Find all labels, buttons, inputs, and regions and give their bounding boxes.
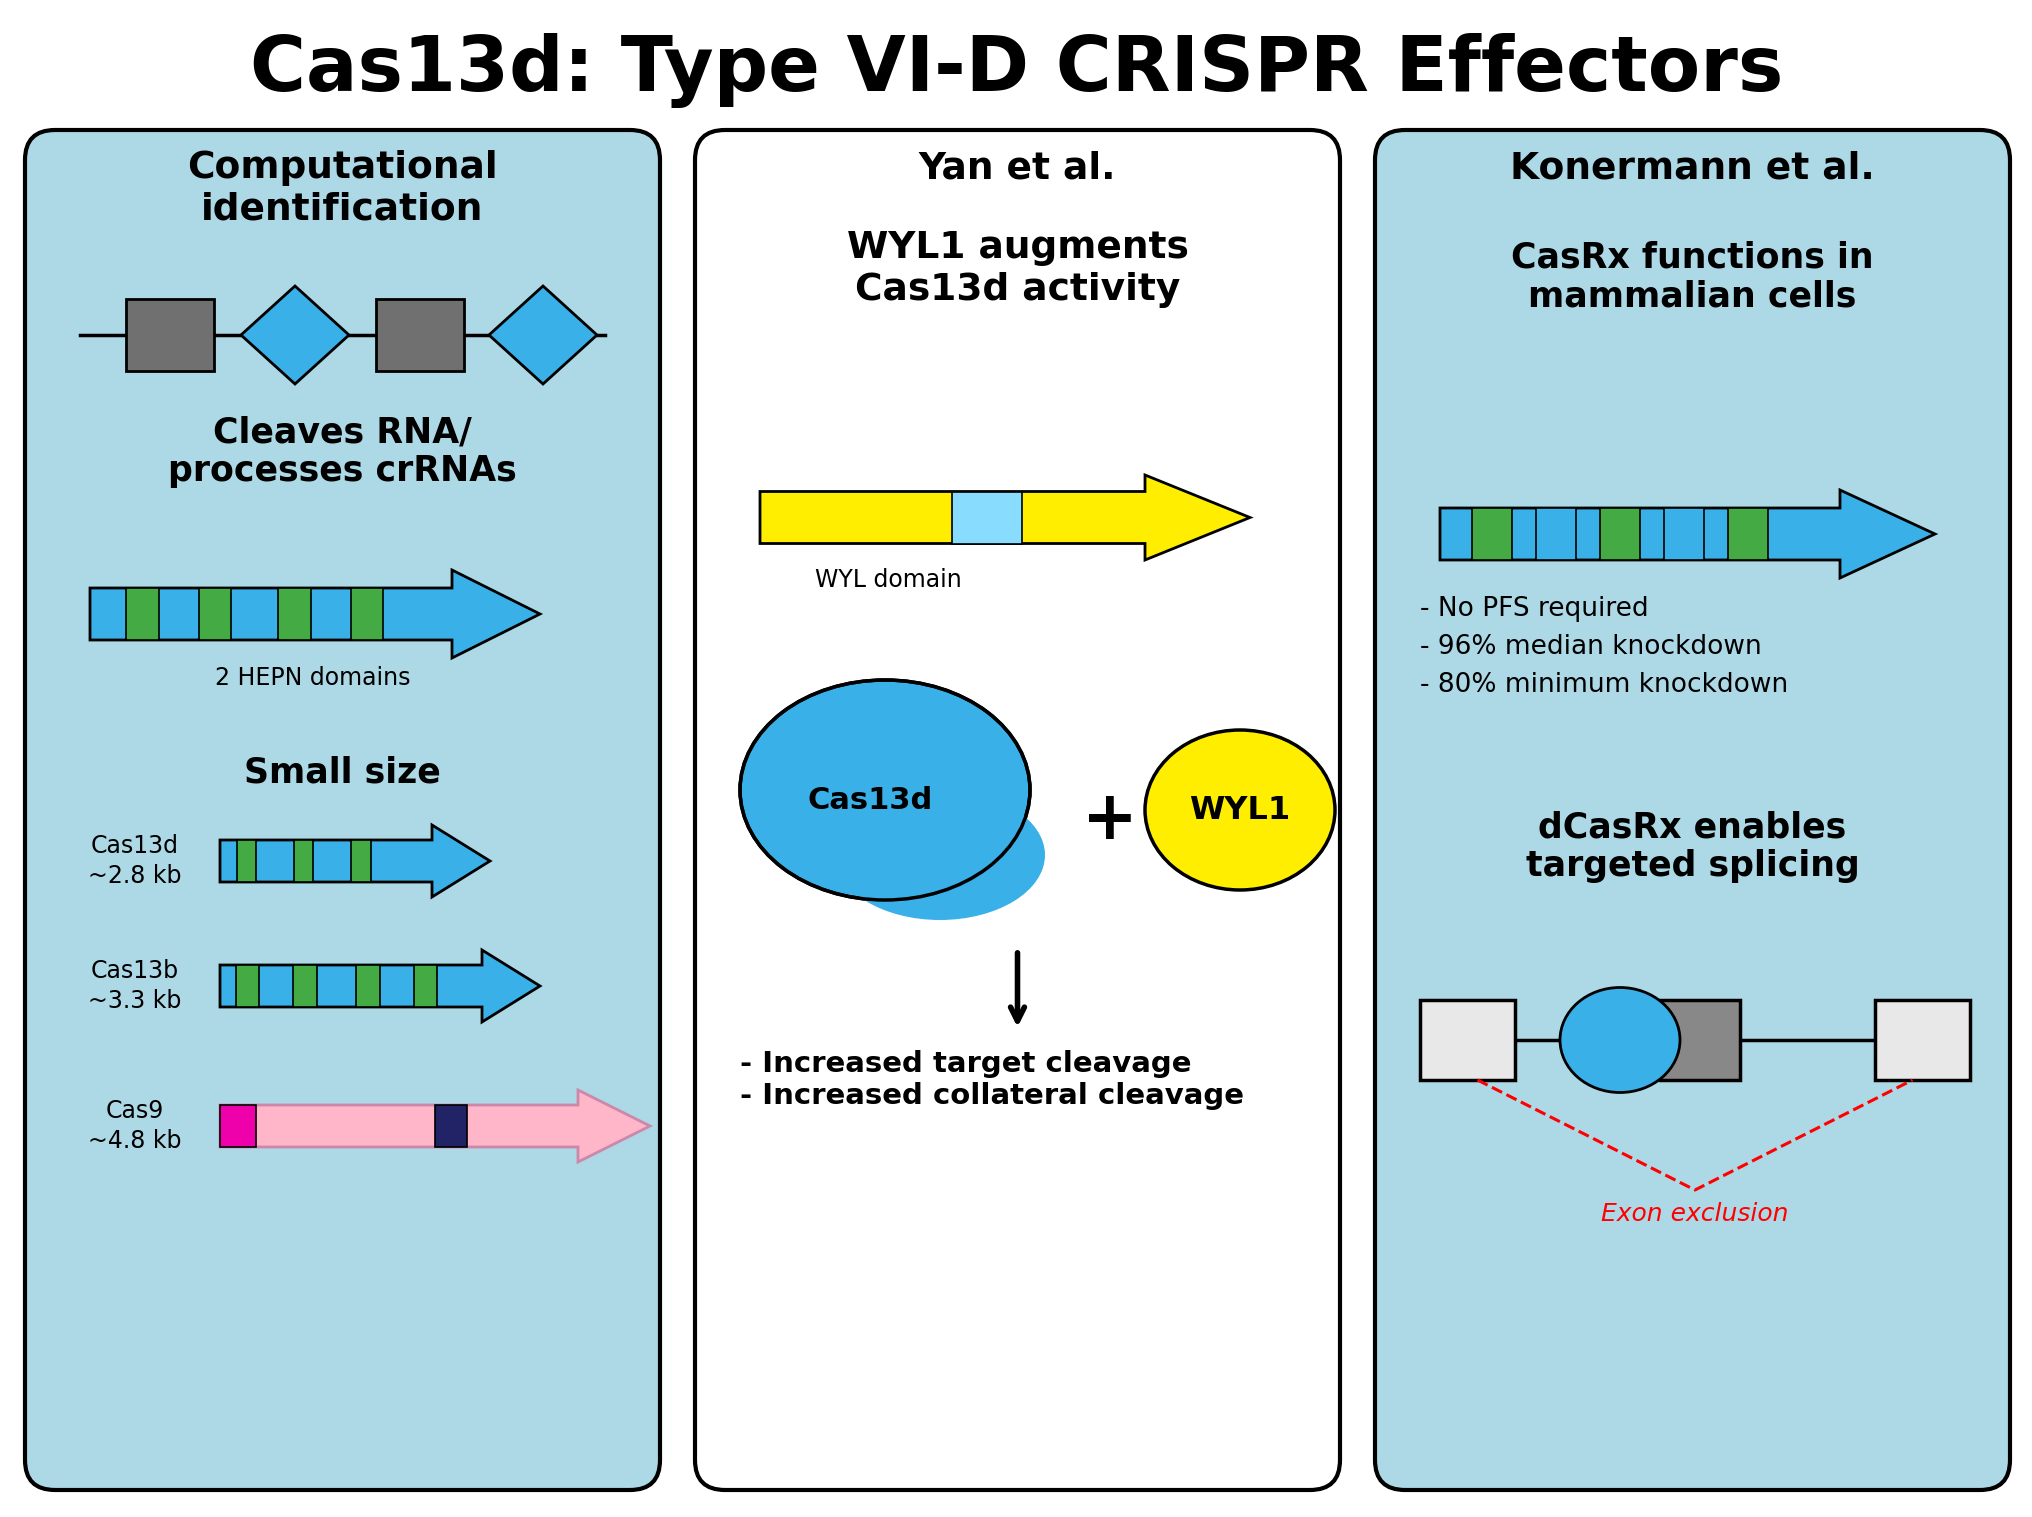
Bar	[126, 589, 158, 640]
Polygon shape	[219, 950, 541, 1022]
Polygon shape	[219, 825, 490, 897]
Ellipse shape	[1144, 730, 1335, 890]
Bar	[278, 589, 311, 640]
Bar	[1536, 508, 1575, 560]
Polygon shape	[1439, 490, 1934, 578]
Bar	[1727, 508, 1768, 560]
Bar	[1660, 1000, 1739, 1080]
Bar	[1662, 508, 1703, 560]
Bar	[293, 965, 317, 1007]
Text: Computational
identification: Computational identification	[187, 150, 498, 228]
Bar	[219, 1104, 256, 1147]
Text: CasRx functions in
mammalian cells: CasRx functions in mammalian cells	[1510, 240, 1874, 314]
Bar	[238, 840, 256, 881]
Text: Konermann et al.: Konermann et al.	[1510, 150, 1874, 187]
Bar	[1471, 508, 1512, 560]
Bar	[1418, 1000, 1514, 1080]
Ellipse shape	[1559, 988, 1678, 1092]
Text: Small size: Small size	[244, 755, 441, 789]
Bar	[295, 840, 313, 881]
Bar	[435, 1104, 467, 1147]
Bar	[415, 965, 437, 1007]
Text: Cas13d: Type VI-D CRISPR Effectors: Cas13d: Type VI-D CRISPR Effectors	[250, 32, 1782, 108]
Text: Cas9
~4.8 kb: Cas9 ~4.8 kb	[87, 1100, 181, 1153]
Ellipse shape	[740, 680, 1030, 900]
Text: Cleaves RNA/
processes crRNAs: Cleaves RNA/ processes crRNAs	[169, 416, 516, 488]
Text: WYL1 augments
Cas13d activity: WYL1 augments Cas13d activity	[845, 231, 1189, 308]
Bar	[953, 492, 1022, 543]
Text: +: +	[1081, 787, 1138, 853]
Bar	[236, 965, 260, 1007]
Text: Cas13b
~3.3 kb: Cas13b ~3.3 kb	[87, 959, 181, 1013]
Bar	[1599, 508, 1640, 560]
Bar	[350, 589, 382, 640]
FancyBboxPatch shape	[1374, 130, 2010, 1490]
Polygon shape	[219, 1091, 650, 1162]
FancyBboxPatch shape	[24, 130, 660, 1490]
Text: WYL domain: WYL domain	[815, 567, 961, 592]
Text: dCasRx enables
targeted splicing: dCasRx enables targeted splicing	[1524, 810, 1859, 883]
Text: Cas13d
~2.8 kb: Cas13d ~2.8 kb	[87, 834, 181, 887]
Polygon shape	[490, 287, 597, 384]
Text: - Increased target cleavage
- Increased collateral cleavage: - Increased target cleavage - Increased …	[740, 1050, 1244, 1110]
Bar	[352, 840, 370, 881]
Polygon shape	[89, 570, 541, 658]
Text: Yan et al.: Yan et al.	[918, 150, 1116, 187]
Ellipse shape	[835, 790, 1044, 919]
Polygon shape	[760, 475, 1250, 560]
Bar	[1874, 1000, 1969, 1080]
Text: Exon exclusion: Exon exclusion	[1601, 1201, 1788, 1226]
Bar	[376, 299, 463, 372]
Text: - No PFS required
- 96% median knockdown
- 80% minimum knockdown: - No PFS required - 96% median knockdown…	[1418, 596, 1788, 698]
Text: 2 HEPN domains: 2 HEPN domains	[215, 666, 410, 690]
Text: Cas13d: Cas13d	[807, 786, 933, 815]
Polygon shape	[242, 287, 350, 384]
Text: WYL1: WYL1	[1189, 795, 1290, 825]
Bar	[199, 589, 232, 640]
Bar	[356, 965, 380, 1007]
Bar	[126, 299, 213, 372]
FancyBboxPatch shape	[695, 130, 1339, 1490]
